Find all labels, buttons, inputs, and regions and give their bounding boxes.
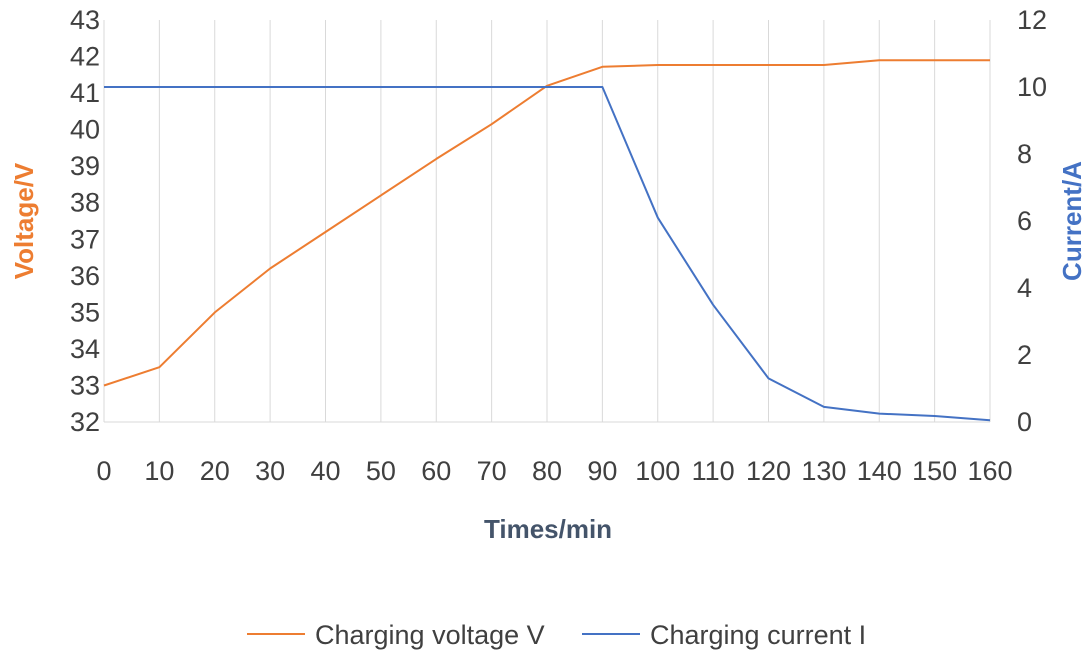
right-tick-label: 8 <box>1017 139 1032 169</box>
x-tick-label: 20 <box>200 456 230 486</box>
left-tick-label: 33 <box>70 370 100 400</box>
x-tick-label: 30 <box>255 456 285 486</box>
x-tick-label: 40 <box>310 456 340 486</box>
x-tick-label: 130 <box>801 456 846 486</box>
x-tick-label: 70 <box>477 456 507 486</box>
x-tick-label: 140 <box>857 456 902 486</box>
right-tick-label: 10 <box>1017 72 1047 102</box>
x-tick-label: 0 <box>96 456 111 486</box>
x-tick-label: 10 <box>144 456 174 486</box>
left-tick-label: 41 <box>70 78 100 108</box>
series-lines <box>103 59 991 422</box>
left-tick-label: 34 <box>70 334 100 364</box>
legend-label-voltage: Charging voltage V <box>315 620 545 650</box>
x-axis-ticks: 0 10 20 30 40 50 60 70 80 90 100 110 120 130 140 150 160 <box>96 456 1012 486</box>
left-axis-ticks: 32 33 34 35 36 37 38 39 40 41 42 43 <box>70 5 100 437</box>
x-tick-label: 80 <box>532 456 562 486</box>
right-axis-title: Current/A <box>1057 161 1087 281</box>
right-tick-label: 2 <box>1017 340 1032 370</box>
current-series-line <box>104 86 991 422</box>
left-tick-label: 40 <box>70 115 100 145</box>
left-tick-label: 37 <box>70 224 100 254</box>
x-tick-label: 110 <box>692 456 735 486</box>
right-tick-label: 0 <box>1017 407 1032 437</box>
x-tick-label: 120 <box>746 456 791 486</box>
right-tick-label: 12 <box>1017 5 1047 35</box>
left-tick-label: 42 <box>70 42 100 72</box>
left-tick-label: 35 <box>70 297 100 327</box>
left-tick-label: 38 <box>70 188 100 218</box>
x-axis-title: Times/min <box>484 514 612 544</box>
left-tick-label: 39 <box>70 151 100 181</box>
x-tick-label: 100 <box>635 456 680 486</box>
left-axis-title: Voltage/V <box>9 162 39 279</box>
x-tick-label: 60 <box>421 456 451 486</box>
right-axis-ticks: 0 2 4 6 8 10 12 <box>1017 5 1047 437</box>
left-tick-label: 32 <box>70 407 100 437</box>
voltage-series-line <box>103 59 990 387</box>
legend-label-current: Charging current I <box>650 620 866 650</box>
chart-legend: Charging voltage V Charging current I <box>247 620 866 650</box>
left-tick-label: 36 <box>70 261 100 291</box>
x-tick-label: 90 <box>587 456 617 486</box>
x-tick-label: 160 <box>967 456 1012 486</box>
vertical-gridlines <box>158 20 936 422</box>
right-tick-label: 4 <box>1017 273 1032 303</box>
x-tick-label: 150 <box>912 456 957 486</box>
right-tick-label: 6 <box>1017 206 1032 236</box>
x-tick-label: 50 <box>366 456 396 486</box>
left-tick-label: 43 <box>70 5 100 35</box>
